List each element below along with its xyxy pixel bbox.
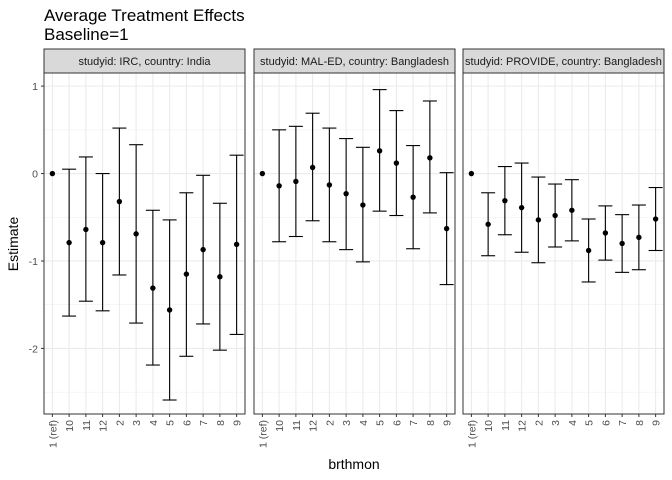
y-tick-label: -2 [29, 343, 38, 355]
data-point [393, 160, 400, 166]
y-axis: 1 0 -1 -2 [29, 81, 44, 355]
data-point [217, 274, 223, 280]
data-point [200, 246, 206, 253]
x-tick-label: 5 [584, 420, 596, 426]
y-tick-label: 0 [32, 169, 38, 181]
x-tick-label: 11 [81, 420, 93, 431]
data-point [326, 182, 333, 188]
x-tick-label: 10 [483, 420, 495, 432]
x-tick-label: 1 (ref) [466, 420, 478, 448]
x-tick-label: 5 [165, 420, 177, 426]
panel-border [43, 72, 246, 415]
facet-strip [462, 48, 665, 74]
x-tick-label: 12 [98, 420, 110, 432]
x-tick-label: 1 (ref) [257, 420, 269, 448]
x-tick-label: 10 [64, 420, 76, 432]
x-tick-label: 8 [425, 420, 437, 426]
data-point [427, 155, 433, 161]
panel-border [253, 72, 456, 415]
data-point [49, 170, 56, 177]
facet-panel-3: studyid: PROVIDE, country: Bangladesh 1 (… [462, 48, 665, 448]
data-point [585, 247, 592, 254]
x-tick-label: 12 [308, 420, 320, 432]
data-point [502, 197, 508, 204]
facet-strip-label: studyid: IRC, country: India [78, 56, 211, 68]
y-axis-title: Estimate [5, 217, 21, 272]
x-tick-label: 3 [131, 420, 143, 426]
data-point [636, 234, 642, 241]
x-tick-label: 7 [198, 420, 210, 426]
panel-border [462, 72, 665, 415]
facet-strip-label: studyid: MAL-ED, country: Bangladesh [260, 56, 449, 68]
x-tick-label: 4 [567, 420, 579, 426]
data-point [619, 240, 625, 247]
data-point [166, 307, 173, 313]
data-point [259, 170, 266, 177]
x-tick-label: 9 [442, 420, 454, 426]
data-point [602, 230, 609, 236]
data-point [293, 178, 299, 185]
data-point [276, 183, 282, 189]
x-tick-label: 3 [341, 420, 353, 426]
facet-strip [253, 48, 456, 74]
x-tick-label: 6 [391, 420, 403, 426]
data-point [150, 285, 156, 291]
panel-background [254, 73, 455, 414]
x-tick-label: 11 [500, 420, 512, 431]
x-tick-label: 7 [408, 420, 420, 426]
data-point [485, 221, 491, 227]
x-tick-label: 2 [114, 420, 126, 426]
chart-subtitle: Baseline=1 [44, 25, 129, 44]
x-tick-label: 12 [517, 420, 529, 432]
x-tick-label: 9 [651, 420, 663, 426]
facet-strip [43, 48, 246, 74]
facet-panels: studyid: IRC, country: India 1 (ref) 10 11 1… [43, 48, 665, 448]
x-tick-label: 8 [215, 420, 227, 426]
facet-panel-2: studyid: MAL-ED, country: Bangladesh 1 (r… [253, 48, 456, 448]
data-point [535, 217, 542, 223]
x-tick-label: 9 [232, 420, 244, 426]
data-point [66, 239, 72, 246]
x-tick-label: 5 [375, 420, 387, 426]
facet-strip-label: studyid: PROVIDE, country: Bangladesh [465, 56, 662, 68]
x-tick-label: 3 [550, 420, 562, 426]
x-tick-label: 6 [181, 420, 193, 426]
data-point [652, 216, 659, 222]
x-tick-label: 1 (ref) [47, 420, 59, 448]
x-tick-label: 7 [617, 420, 629, 426]
x-tick-label: 4 [358, 420, 370, 426]
y-tick-label: 1 [32, 81, 38, 93]
data-point [443, 225, 450, 232]
panel-background [44, 73, 245, 414]
chart-title: Average Treatment Effects [44, 6, 245, 25]
data-point [343, 190, 349, 197]
x-tick-label: 11 [291, 420, 303, 431]
data-point [83, 226, 89, 233]
x-axis-title: brthmon [328, 456, 379, 472]
x-tick-label: 8 [634, 420, 646, 426]
data-point [116, 198, 123, 205]
data-point [233, 241, 240, 248]
facet-panel-1: studyid: IRC, country: India 1 (ref) 10 11 1… [43, 48, 246, 448]
data-point [552, 212, 558, 219]
x-tick-label: 6 [600, 420, 612, 426]
y-tick-label: -1 [29, 256, 38, 268]
data-point [376, 148, 383, 154]
data-point [569, 207, 575, 213]
panel-background [463, 73, 664, 414]
x-tick-label: 10 [274, 420, 286, 432]
data-point [99, 239, 106, 246]
data-point [468, 170, 475, 177]
x-tick-label: 4 [148, 420, 160, 426]
data-point [309, 164, 316, 171]
data-point [410, 194, 416, 200]
data-point [518, 204, 525, 211]
x-tick-label: 2 [533, 420, 545, 426]
data-point [360, 202, 366, 208]
data-point [133, 231, 139, 237]
data-point [183, 271, 190, 277]
x-tick-label: 2 [324, 420, 336, 426]
